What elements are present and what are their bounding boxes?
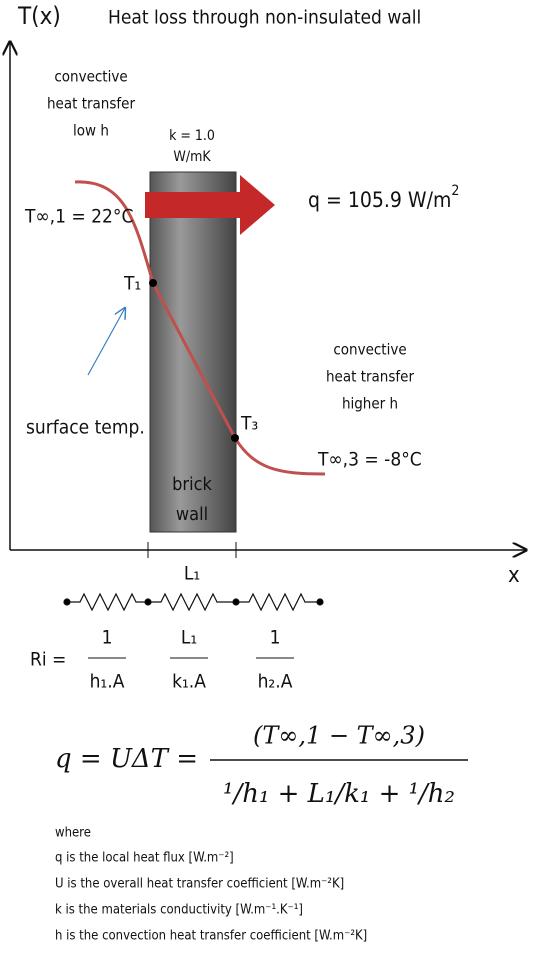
- text: q = 105.9 W/m: [308, 188, 451, 212]
- text: low h: [73, 122, 109, 140]
- heat-arrow: [145, 175, 275, 235]
- text: k = 1.0: [169, 128, 215, 144]
- equation-denominator: ¹/h₁ + L₁/k₁ + ¹/h₂: [223, 779, 455, 809]
- equation-lhs: q = UΔT =: [55, 744, 198, 774]
- text: q = 105.9 W/m2: [308, 183, 459, 212]
- note: h is the convection heat transfer coeffi…: [55, 929, 367, 944]
- text: wall: [176, 504, 208, 525]
- note: q is the local heat flux [W.m⁻²]: [55, 851, 234, 866]
- x-label: x: [508, 563, 520, 588]
- equation-numerator: (T∞,1 − T∞,3): [253, 722, 425, 750]
- text: heat transfer: [326, 368, 414, 386]
- text: heat transfer: [47, 95, 135, 113]
- point-t1: [149, 279, 157, 287]
- title: Heat loss through non-insulated wall: [108, 7, 421, 29]
- text: T∞,1 = 22°C: [24, 206, 133, 228]
- text: T₃: [240, 413, 258, 435]
- text: T∞,3 = -8°C: [317, 449, 422, 471]
- text: 2: [451, 183, 459, 199]
- note: where: [55, 826, 91, 841]
- note: k is the materials conductivity [W.m⁻¹.K…: [55, 903, 303, 918]
- note: U is the overall heat transfer coefficie…: [55, 877, 344, 892]
- text: T₁: [123, 273, 141, 295]
- y-label: T(x): [17, 2, 61, 30]
- text: convective: [54, 68, 127, 86]
- axes: [10, 42, 526, 558]
- text: k₁.A: [172, 671, 206, 693]
- resistor-network: [63, 592, 324, 612]
- text: h₂.A: [258, 671, 293, 693]
- text: L₁: [184, 563, 200, 585]
- text: L₁: [181, 627, 197, 649]
- text: Ri =: [30, 649, 66, 671]
- text: surface temp.: [26, 417, 145, 439]
- wall: [149, 171, 237, 533]
- text: 1: [102, 627, 113, 649]
- text: convective: [333, 341, 406, 359]
- point-t3: [231, 434, 239, 442]
- text: h₁.A: [90, 671, 125, 693]
- text: W/mK: [173, 149, 211, 165]
- text: brick: [172, 474, 212, 495]
- pointer-arrow: [87, 308, 125, 376]
- text: 1: [270, 627, 281, 649]
- text: higher h: [342, 395, 398, 413]
